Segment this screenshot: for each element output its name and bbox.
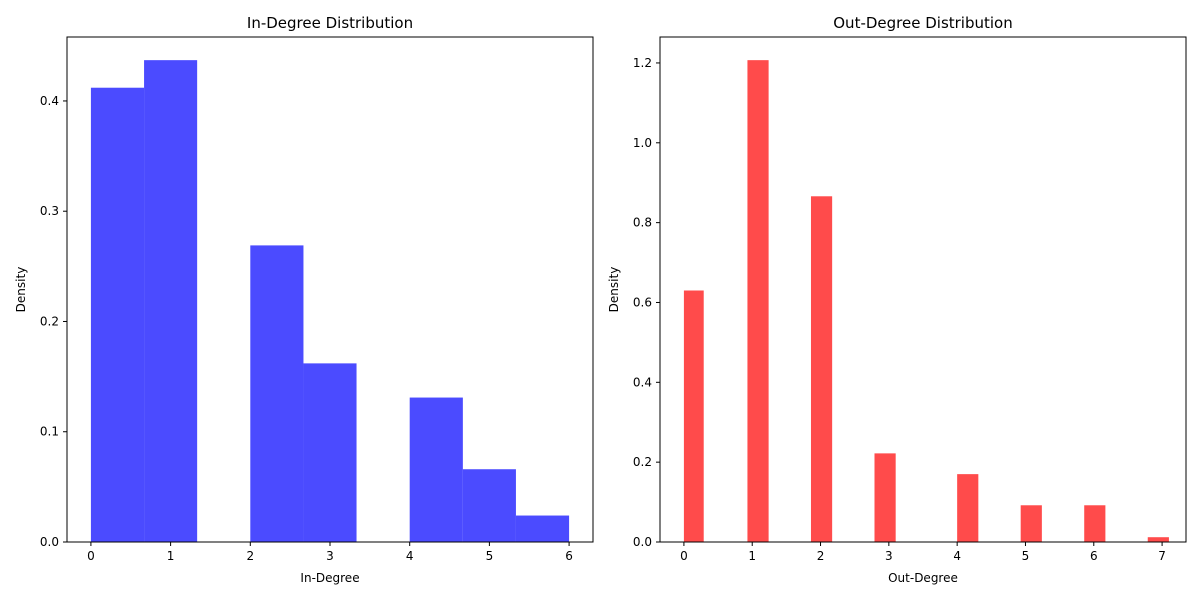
out-degree-bar xyxy=(957,474,979,542)
in-degree-x-tick-label: 0 xyxy=(87,549,95,563)
in-degree-x-tick-label: 5 xyxy=(486,549,494,563)
out-degree-bar xyxy=(683,290,704,542)
out-degree-x-tick-label: 0 xyxy=(680,549,688,563)
out-degree-x-tick-label: 7 xyxy=(1158,549,1166,563)
out-degree-y-axis-label: Density xyxy=(607,267,621,313)
in-degree-x-tick-label: 4 xyxy=(406,549,414,563)
in-degree-x-tick-label: 6 xyxy=(565,549,573,563)
in-degree-y-tick-label: 0.3 xyxy=(40,204,59,218)
in-degree-y-tick-label: 0.1 xyxy=(40,425,59,439)
out-degree-y-tick-label: 0.8 xyxy=(633,216,652,230)
out-degree-x-tick-label: 6 xyxy=(1090,549,1098,563)
out-degree-x-tick-label: 1 xyxy=(748,549,756,563)
out-degree-bar xyxy=(810,196,833,542)
in-degree-title: In-Degree Distribution xyxy=(247,14,413,32)
out-degree-x-tick-label: 5 xyxy=(1022,549,1030,563)
in-degree-y-axis-label: Density xyxy=(14,267,28,313)
out-degree-y-tick-label: 0.6 xyxy=(633,295,652,309)
out-degree-x-tick-label: 2 xyxy=(817,549,825,563)
out-degree-y-tick-label: 1.2 xyxy=(633,56,652,70)
out-degree-title: Out-Degree Distribution xyxy=(833,14,1012,32)
out-degree-bar xyxy=(747,60,769,543)
in-degree-bar xyxy=(409,397,463,542)
out-degree-x-axis-label: Out-Degree xyxy=(888,571,958,585)
in-degree-y-tick-label: 0.2 xyxy=(40,314,59,328)
in-degree-y-tick-label: 0.0 xyxy=(40,535,59,549)
out-degree-bar xyxy=(1020,505,1042,542)
out-degree-y-tick-label: 0.0 xyxy=(633,535,652,549)
in-degree-bar xyxy=(515,515,570,542)
in-degree-y-tick-label: 0.4 xyxy=(40,94,59,108)
out-degree-x-tick-label: 4 xyxy=(953,549,961,563)
out-degree-y-tick-label: 0.2 xyxy=(633,455,652,469)
out-degree-chart: 0 1 2 3 4 5 6 7 0.0 0.2 0.4 0.6 0.8 1.0 1.2 Out-Degree … xyxy=(607,14,1187,585)
in-degree-bar xyxy=(144,60,198,542)
in-degree-x-axis-label: In-Degree xyxy=(300,571,359,585)
out-degree-axes-frame xyxy=(659,36,1187,543)
out-degree-y-tick-label: 1.0 xyxy=(633,136,652,150)
out-degree-x-tick-label: 3 xyxy=(885,549,893,563)
in-degree-x-tick-label: 1 xyxy=(167,549,175,563)
in-degree-bar xyxy=(303,363,357,542)
out-degree-y-tick-label: 0.4 xyxy=(633,375,652,389)
out-degree-bar xyxy=(1147,537,1169,542)
out-degree-bar xyxy=(874,453,896,542)
in-degree-x-tick-label: 3 xyxy=(326,549,334,563)
in-degree-x-tick-label: 2 xyxy=(246,549,254,563)
in-degree-chart: 0 1 2 3 4 5 6 0.0 0.1 0.2 0.3 0.4 In-Degree Distribu… xyxy=(14,14,594,585)
in-degree-bar xyxy=(462,469,516,542)
in-degree-bar xyxy=(250,245,304,542)
in-degree-bar xyxy=(90,87,145,543)
out-degree-bar xyxy=(1084,505,1106,542)
